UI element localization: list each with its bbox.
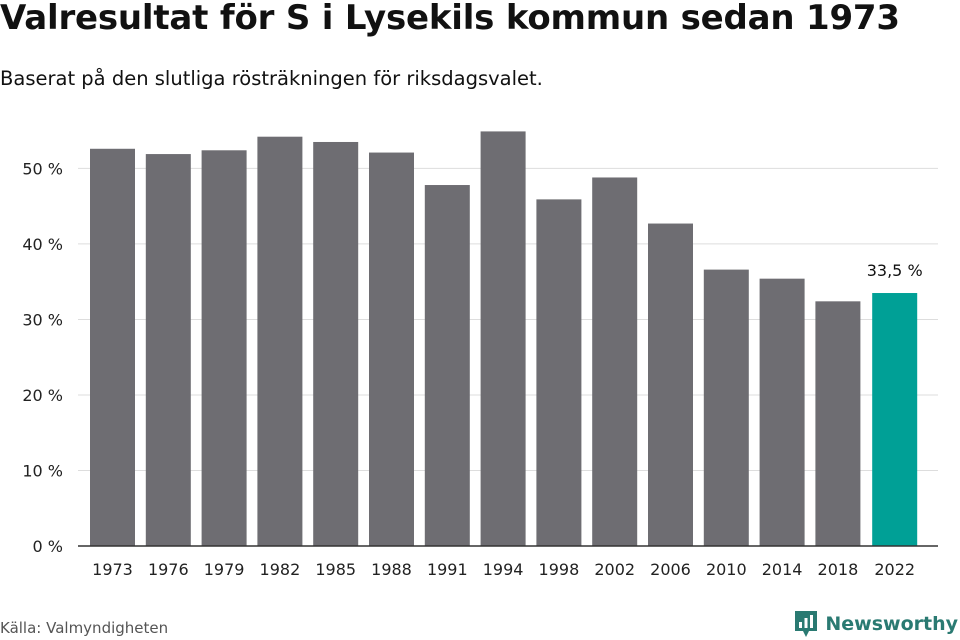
chart-subtitle: Baserat på den slutliga rösträkningen fö… (0, 67, 543, 90)
x-tick-label: 2014 (762, 560, 803, 579)
y-tick-label: 0 % (33, 537, 63, 556)
x-tick-label: 1979 (204, 560, 245, 579)
x-tick-label: 1976 (148, 560, 189, 579)
y-tick-label: 30 % (22, 310, 63, 329)
x-tick-label: 1973 (92, 560, 133, 579)
chart-title: Valresultat för S i Lysekils kommun seda… (0, 0, 900, 38)
bar (90, 148, 135, 547)
bar (201, 150, 247, 546)
bar-chart: 0 % 10 % 20 % 30 % 40 % 50 % 1973 1976 1979 1982 1… (22, 131, 938, 579)
x-tick-label: 2002 (594, 560, 635, 579)
newsworthy-logo-icon (795, 611, 818, 637)
x-tick-label: 1998 (539, 560, 580, 579)
y-tick-label: 50 % (22, 159, 63, 178)
bar (703, 269, 749, 546)
x-tick-label: 1985 (315, 560, 356, 579)
bar (480, 131, 526, 546)
bar (369, 152, 414, 546)
y-tick-label: 10 % (22, 461, 63, 480)
y-tick-label: 40 % (22, 235, 63, 254)
bar (592, 177, 638, 546)
bar (648, 223, 693, 546)
data-label: 33,5 % (867, 261, 923, 280)
source-note: Källa: Valmyndigheten (0, 619, 169, 637)
x-tick-label: 2022 (874, 560, 915, 579)
bar (759, 278, 805, 546)
x-tick-label: 1982 (260, 560, 301, 579)
bar (424, 185, 470, 546)
x-tick-label: 2006 (650, 560, 691, 579)
x-tick-label: 1994 (483, 560, 524, 579)
x-tick-label: 1991 (427, 560, 468, 579)
y-tick-label: 20 % (22, 386, 63, 405)
bar (815, 301, 861, 546)
bar-highlight (872, 293, 918, 546)
x-tick-label: 2018 (818, 560, 859, 579)
bar (145, 154, 191, 546)
bar (313, 141, 359, 546)
bar (536, 199, 582, 546)
x-tick-label: 2010 (706, 560, 747, 579)
x-tick-label: 1988 (371, 560, 412, 579)
brand[interactable]: Newsworthy (793, 609, 958, 639)
bar (257, 136, 303, 547)
brand-name: Newsworthy (825, 613, 958, 635)
